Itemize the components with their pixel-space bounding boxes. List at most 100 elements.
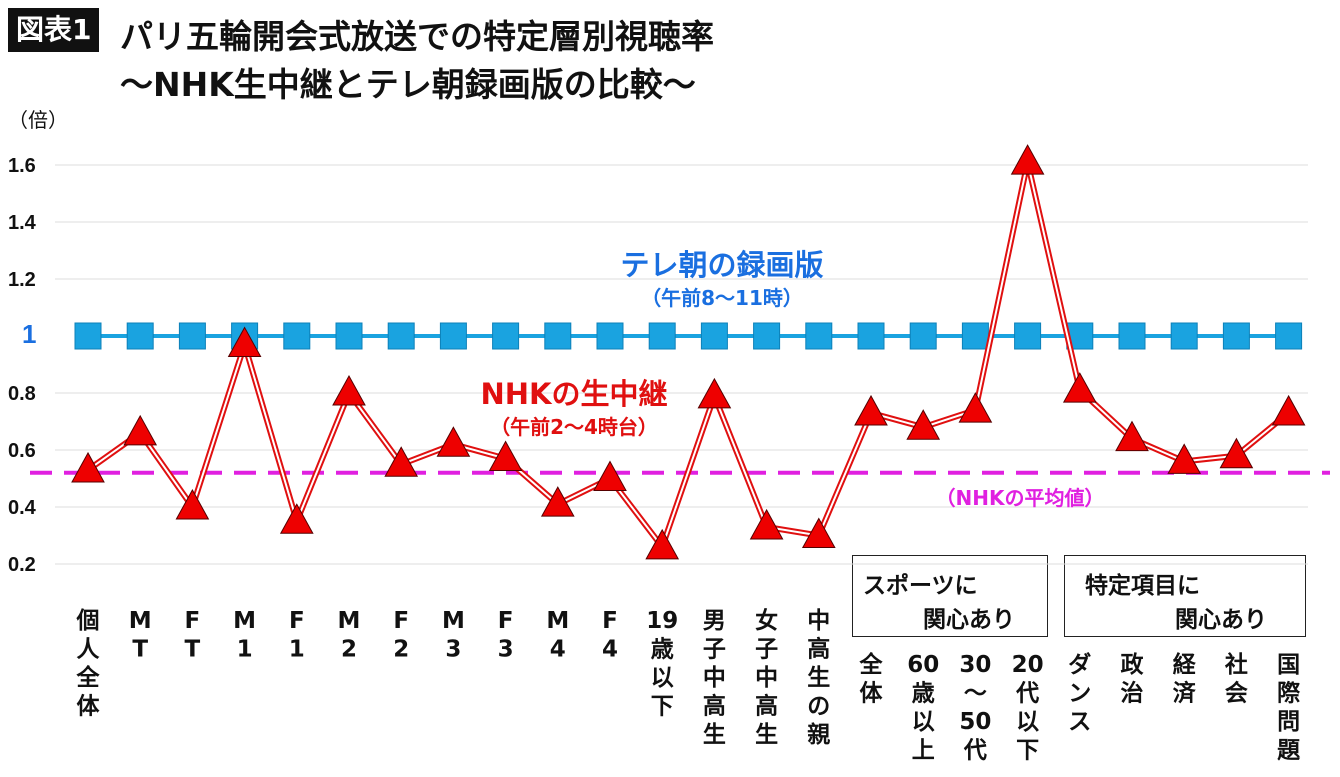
data-point-triangle: [227, 326, 262, 358]
x-tick-label: T: [132, 637, 148, 663]
x-tick-label: 体: [860, 681, 884, 707]
x-tick-label: 問: [1277, 709, 1300, 735]
series-line-nhk-inner: [87, 161, 1290, 549]
data-point-triangle: [1219, 437, 1254, 469]
x-tick-label: M: [338, 608, 361, 634]
x-tick-label: 代: [1015, 681, 1039, 707]
x-tick-label: 代: [963, 738, 987, 764]
data-point-triangle: [906, 409, 941, 440]
x-tick-label: 生: [807, 665, 830, 691]
data-point-triangle: [123, 414, 158, 446]
data-point-triangle: [488, 440, 523, 472]
x-tick-label: ダ: [1068, 651, 1091, 678]
data-point-triangle: [540, 486, 575, 517]
group-label-sports-line2: 関心あり: [923, 607, 1015, 633]
x-tick-label: F: [185, 608, 201, 634]
x-tick-label: 全: [859, 651, 884, 678]
group-box-topics: 特定項目に 関心あり: [1064, 555, 1306, 637]
data-point-triangle: [279, 503, 314, 534]
x-tick-label: 中: [703, 665, 726, 691]
data-point-triangle: [1062, 372, 1097, 403]
chart-subtitle: 〜NHK生中継とテレ朝録画版の比較〜: [120, 65, 696, 104]
x-tick-label: 4: [602, 637, 618, 663]
reference-line-label: （NHKの平均値）: [936, 486, 1105, 510]
y-tick-label: 0.2: [8, 554, 36, 576]
x-tick-label: M: [233, 608, 256, 634]
x-tick-label: 高: [703, 693, 726, 720]
x-tick-label: 親: [807, 722, 830, 748]
x-tick-label: 中: [807, 608, 830, 634]
data-point-square: [178, 322, 206, 350]
x-tick-label: 下: [651, 694, 674, 720]
data-point-triangle: [1115, 420, 1149, 452]
data-point-square: [805, 322, 833, 350]
data-point-triangle: [71, 451, 105, 483]
data-point-square: [283, 322, 311, 350]
data-point-square: [648, 322, 676, 350]
y-tick-label: 0.6: [8, 440, 36, 462]
x-tick-label: 政: [1121, 652, 1145, 678]
group-label-sports-line1: スポーツに: [863, 573, 978, 599]
x-tick-label: 以: [651, 665, 674, 691]
data-point-triangle: [801, 517, 836, 548]
data-point-triangle: [1167, 443, 1202, 474]
data-point-square: [335, 322, 363, 350]
x-tick-label: 女: [755, 607, 778, 634]
x-tick-label: 生: [703, 722, 726, 748]
figure-badge: 図表1: [8, 8, 100, 52]
data-point-square: [596, 322, 624, 350]
x-tick-label: 下: [1016, 738, 1039, 764]
x-tick-label: F: [602, 608, 618, 634]
x-tick-label: 子: [703, 637, 726, 663]
x-tick-label: ン: [1068, 681, 1091, 707]
x-tick-label: 歳: [651, 637, 674, 663]
series-line-nhk: [86, 161, 1291, 554]
x-tick-label: 生: [755, 722, 778, 748]
data-point-square: [126, 322, 154, 350]
x-tick-label: M: [129, 608, 152, 634]
x-tick-label: 〜: [964, 681, 987, 707]
data-point-square: [857, 322, 885, 350]
x-tick-label: 50: [959, 709, 991, 735]
x-tick-label: 個: [76, 608, 100, 634]
x-tick-label: 20: [1012, 652, 1044, 678]
x-tick-label: 以: [1016, 709, 1039, 735]
series-sublabel-tv-asahi: （午前8〜11時）: [641, 286, 803, 310]
x-tick-label: 30: [959, 652, 991, 678]
data-point-square: [492, 322, 520, 350]
data-point-triangle: [1271, 394, 1306, 426]
data-point-triangle: [1010, 144, 1045, 175]
y-axis-unit-label: （倍）: [8, 108, 68, 132]
x-tick-label: 治: [1121, 680, 1144, 707]
y-tick-label: 1.2: [8, 269, 36, 291]
x-tick-label: 際: [1277, 680, 1301, 707]
data-point-triangle: [854, 394, 888, 426]
group-label-topics-line2: 関心あり: [1175, 607, 1267, 633]
data-point-square: [1275, 322, 1303, 350]
x-tick-label: 3: [498, 637, 514, 663]
chart-title: パリ五輪開会式放送での特定層別視聴率: [120, 17, 714, 56]
x-tick-label: 2: [341, 637, 357, 663]
x-tick-label: 高: [755, 693, 778, 720]
x-tick-label: 1: [237, 637, 253, 663]
y-tick-label: 1: [22, 319, 36, 349]
x-tick-label: M: [442, 608, 465, 634]
x-tick-label: 19: [646, 608, 678, 634]
x-tick-label: 経: [1173, 651, 1197, 678]
group-box-sports: スポーツに 関心あり: [852, 555, 1048, 637]
data-point-triangle: [593, 460, 627, 491]
data-point-triangle: [332, 374, 366, 406]
data-point-square: [753, 322, 781, 350]
data-point-square: [544, 322, 572, 350]
x-tick-label: 中: [755, 665, 778, 691]
y-tick-label: 0.4: [8, 497, 37, 519]
data-point-triangle: [384, 446, 419, 477]
x-tick-label: 歳: [912, 681, 935, 707]
x-tick-label: 題: [1277, 738, 1301, 764]
x-tick-label: 1: [289, 637, 305, 663]
data-point-square: [439, 322, 467, 350]
x-tick-label: 体: [77, 694, 101, 720]
x-tick-label: ス: [1068, 709, 1091, 735]
x-tick-label: 4: [550, 637, 566, 663]
